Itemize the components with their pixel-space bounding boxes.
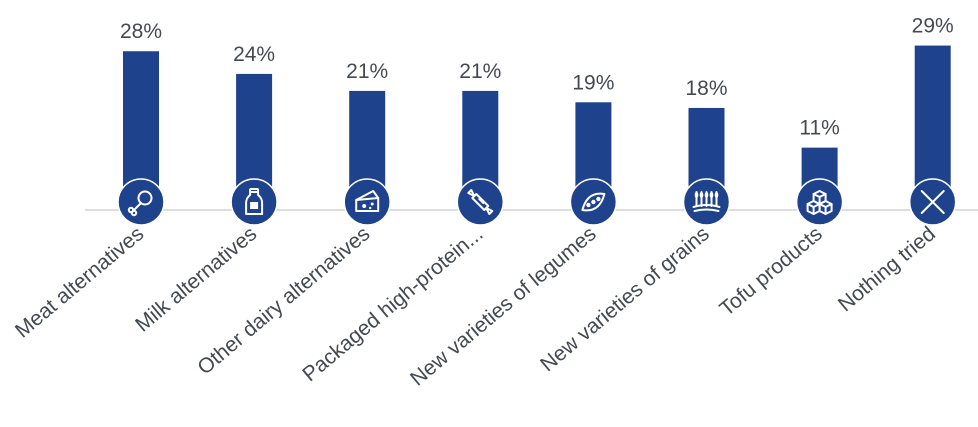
value-label-7: 11% — [799, 117, 839, 140]
value-label-5: 19% — [572, 71, 614, 94]
category-label-4: Packaged high-protein... — [298, 222, 487, 386]
close-x-icon — [908, 178, 957, 226]
value-label-1: 28% — [120, 20, 162, 43]
category-label-8: Nothing tried — [834, 222, 940, 316]
candy-bar-icon — [456, 178, 505, 226]
value-label-6: 18% — [685, 77, 727, 100]
pea-pod-icon — [569, 178, 618, 226]
category-label-2: Milk alternatives — [131, 222, 261, 336]
value-label-8: 29% — [912, 15, 954, 38]
value-label-3: 21% — [346, 60, 388, 83]
category-label-7: Tofu products — [715, 222, 826, 321]
category-label-1: Meat alternatives — [11, 222, 148, 342]
category-label-5: New varieties of legumes — [406, 222, 601, 390]
milk-bottle-icon — [230, 178, 278, 226]
wheat-field-icon — [682, 178, 731, 226]
value-label-4: 21% — [459, 60, 501, 83]
value-label-2: 24% — [233, 43, 275, 66]
drumstick-icon — [117, 178, 165, 226]
cheese-icon — [343, 178, 391, 226]
tofu-cubes-icon — [795, 178, 844, 226]
